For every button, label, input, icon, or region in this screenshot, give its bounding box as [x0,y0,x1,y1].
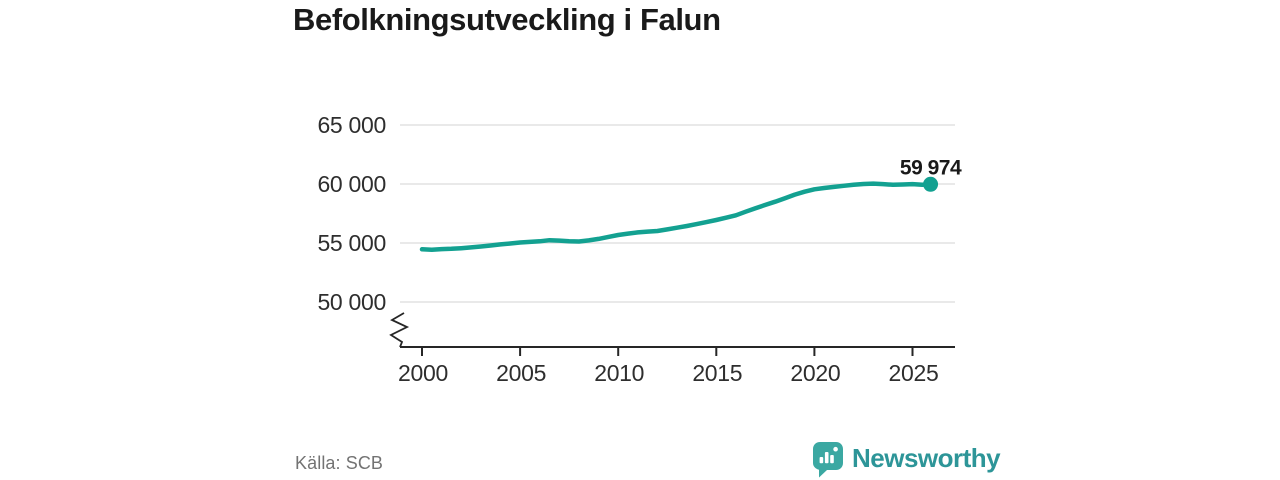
y-axis-tick-label: 60 000 [317,171,386,197]
newsworthy-logo-icon [813,442,843,478]
y-axis-tick-label: 55 000 [317,230,386,256]
page-title: Befolkningsutveckling i Falun [293,2,721,37]
latest-value-label: 59 974 [900,156,962,179]
x-axis-tick-label: 2020 [790,360,840,386]
x-axis-tick-label: 2015 [692,360,742,386]
x-axis-tick-label: 2000 [398,360,448,386]
y-axis-tick-label: 65 000 [317,112,386,138]
newsworthy-logo-text: Newsworthy [852,443,1001,473]
series-end-dot [923,176,939,192]
newsworthy-logo[interactable]: Newsworthy [813,442,1001,478]
x-axis-tick-label: 2010 [594,360,644,386]
x-axis-tick-label: 2005 [496,360,546,386]
population-series-line [419,181,933,252]
source-label: Källa: SCB [295,453,384,473]
x-axis-tick-label: 2025 [889,360,939,386]
axis-break-icon [389,312,410,348]
y-axis-tick-label: 50 000 [317,289,386,315]
